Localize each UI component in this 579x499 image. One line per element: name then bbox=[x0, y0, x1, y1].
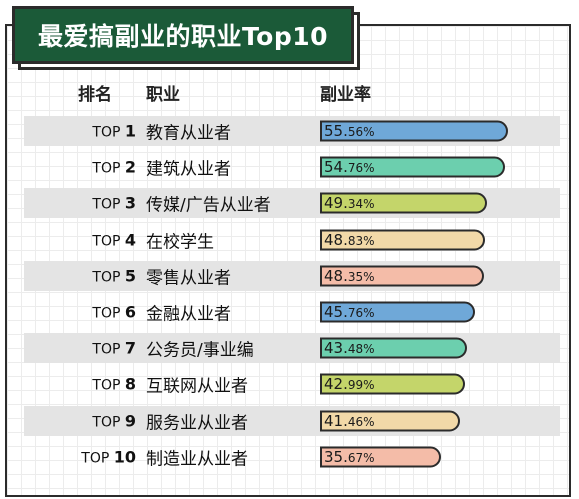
row-background bbox=[24, 333, 560, 364]
rank-number: 6 bbox=[124, 302, 136, 322]
value-label: 42.99% bbox=[324, 375, 375, 394]
value-label: 41.46% bbox=[324, 411, 375, 430]
value-bar bbox=[320, 446, 441, 468]
job-label: 建筑从业者 bbox=[146, 159, 231, 180]
job-label: 公务员/事业编 bbox=[146, 340, 254, 361]
rank-label: TOP 9 bbox=[46, 411, 136, 430]
value-label: 48.83% bbox=[324, 230, 375, 249]
rank-number: 1 bbox=[124, 121, 136, 141]
rank-number: 4 bbox=[124, 230, 136, 250]
rank-prefix: TOP bbox=[81, 450, 114, 467]
header-rate: 副业率 bbox=[320, 85, 371, 105]
rank-label: TOP 6 bbox=[46, 303, 136, 322]
rank-number: 3 bbox=[124, 193, 136, 213]
job-label: 服务业从业者 bbox=[146, 413, 248, 434]
chart-title: 最爱搞副业的职业Top10 bbox=[12, 6, 354, 64]
rank-prefix: TOP bbox=[92, 377, 125, 394]
job-label: 教育从业者 bbox=[146, 123, 231, 144]
value-label: 49.34% bbox=[324, 194, 375, 213]
rank-prefix: TOP bbox=[92, 341, 125, 358]
rank-number: 10 bbox=[113, 447, 136, 467]
job-label: 金融从业者 bbox=[146, 304, 231, 325]
header-rank: 排名 bbox=[78, 85, 112, 105]
rank-label: TOP 7 bbox=[46, 339, 136, 358]
value-bar bbox=[320, 265, 484, 287]
value-bar bbox=[320, 192, 487, 214]
job-label: 零售从业者 bbox=[146, 268, 231, 289]
rank-label: TOP 5 bbox=[46, 266, 136, 285]
rank-label: TOP 8 bbox=[46, 375, 136, 394]
value-bar bbox=[320, 156, 506, 178]
value-bar bbox=[320, 373, 466, 395]
value-label: 43.48% bbox=[324, 339, 375, 358]
rank-label: TOP 4 bbox=[46, 230, 136, 249]
value-label: 55.56% bbox=[324, 122, 375, 140]
rank-label: TOP 2 bbox=[46, 158, 136, 177]
rank-number: 7 bbox=[124, 338, 136, 358]
rank-number: 8 bbox=[124, 374, 136, 394]
rank-prefix: TOP bbox=[92, 414, 125, 431]
rank-prefix: TOP bbox=[92, 233, 125, 250]
value-bar bbox=[320, 301, 475, 323]
job-label: 传媒/广告从业者 bbox=[146, 195, 271, 216]
header-job: 职业 bbox=[146, 85, 180, 105]
rank-number: 2 bbox=[124, 157, 136, 177]
value-bar bbox=[320, 120, 508, 142]
value-bar bbox=[320, 410, 461, 432]
rank-label: TOP 3 bbox=[46, 194, 136, 213]
rank-prefix: TOP bbox=[92, 305, 125, 322]
rank-label: TOP 10 bbox=[46, 447, 136, 466]
value-label: 45.76% bbox=[324, 303, 375, 321]
rank-prefix: TOP bbox=[92, 124, 125, 141]
job-label: 互联网从业者 bbox=[146, 376, 248, 397]
rank-number: 9 bbox=[124, 411, 136, 431]
rank-prefix: TOP bbox=[92, 269, 125, 286]
job-label: 在校学生 bbox=[146, 232, 214, 253]
rank-prefix: TOP bbox=[92, 160, 125, 177]
rank-number: 5 bbox=[124, 266, 136, 286]
value-label: 35.67% bbox=[324, 447, 375, 466]
value-bar bbox=[320, 337, 468, 359]
row-background bbox=[24, 405, 560, 436]
rank-label: TOP 1 bbox=[46, 122, 136, 141]
value-label: 48.35% bbox=[324, 266, 375, 285]
value-label: 54.76% bbox=[324, 158, 375, 177]
rank-prefix: TOP bbox=[92, 196, 125, 213]
job-label: 制造业从业者 bbox=[146, 449, 248, 470]
value-bar bbox=[320, 229, 486, 251]
